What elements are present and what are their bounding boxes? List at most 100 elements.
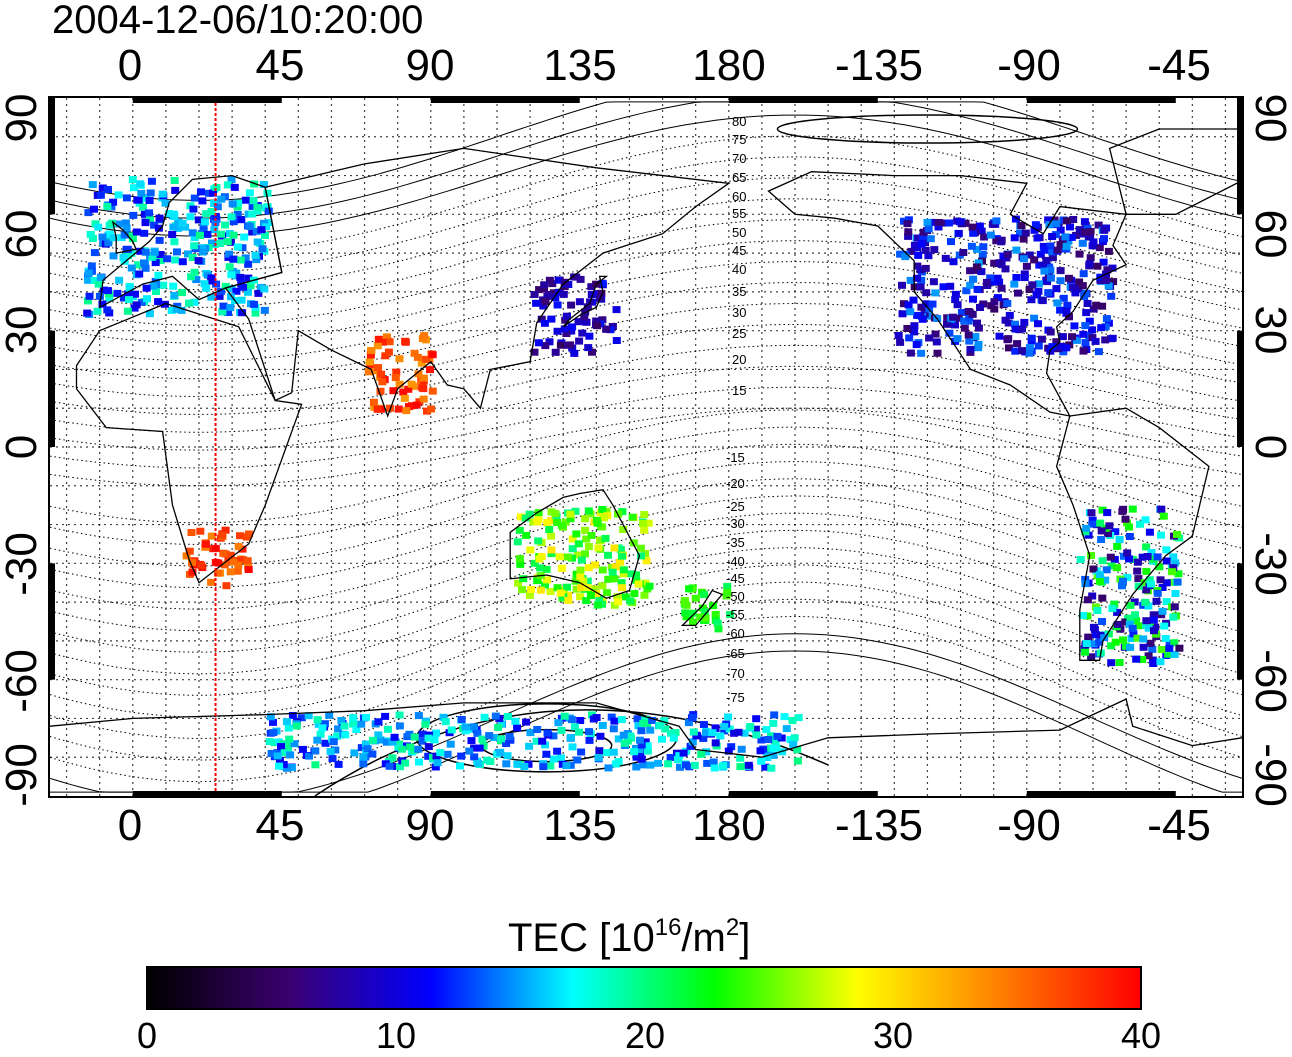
mlat-contour (50, 409, 1242, 524)
tec-cell (923, 218, 932, 226)
tec-cell (212, 184, 221, 191)
tec-cell (248, 228, 257, 236)
tec-cell (219, 302, 228, 310)
tec-cell (304, 712, 313, 720)
tec-cell (910, 322, 919, 330)
tec-cell (1142, 586, 1151, 594)
tec-cell (1102, 566, 1111, 574)
tec-cell (1115, 659, 1124, 666)
tec-cell (1098, 302, 1107, 310)
tec-cell (1134, 582, 1143, 590)
tec-cell (241, 254, 250, 262)
tec-cell (766, 732, 775, 740)
africa-coast (75, 302, 303, 584)
tec-cell (105, 230, 114, 238)
tec-cell (526, 546, 535, 554)
tec-cell (1149, 611, 1158, 619)
tec-cell (1168, 568, 1177, 576)
tec-cell (391, 374, 400, 382)
tec-cell (1097, 324, 1106, 332)
tec-cell (421, 720, 430, 728)
tec-cell (194, 257, 203, 265)
tec-cell (365, 358, 374, 366)
tec-cell (261, 232, 269, 239)
tec-cell (1091, 631, 1100, 639)
tec-cell (548, 280, 557, 288)
tec-cell (990, 298, 999, 306)
tec-cell (188, 568, 197, 576)
tec-cell (415, 758, 423, 766)
tec-cell (405, 730, 414, 738)
tec-cell (973, 319, 981, 327)
tec-cell (990, 259, 999, 267)
tec-cell (228, 200, 237, 208)
tec-cell (422, 355, 430, 363)
colorbar (146, 966, 1142, 1010)
tec-cell (611, 563, 620, 571)
tec-cell (591, 585, 599, 593)
tec-cell (1162, 598, 1171, 606)
contour-label: 20 (732, 352, 746, 367)
tec-cell (352, 726, 361, 733)
tec-cell (698, 604, 707, 612)
tec-cell (1108, 605, 1117, 613)
tec-cell (945, 329, 954, 337)
tec-cell (207, 293, 216, 301)
tec-cell (1056, 306, 1065, 314)
tec-cell (904, 228, 913, 236)
tec-cell (367, 347, 376, 354)
tec-cell (554, 288, 563, 296)
tec-cell (182, 552, 191, 560)
tec-cell (202, 210, 211, 218)
tec-cell (946, 282, 955, 290)
tec-cell (1087, 552, 1095, 559)
tec-cell (357, 720, 366, 728)
tec-cell (1111, 638, 1120, 646)
tec-cell (598, 566, 607, 574)
tec-cell (395, 711, 404, 719)
tec-cell (461, 723, 470, 731)
tec-cell (604, 575, 613, 583)
tec-cell (414, 745, 423, 753)
tec-cell (1139, 643, 1148, 651)
tec-cell (604, 764, 613, 772)
tec-cell (496, 748, 505, 756)
tec-cell (629, 539, 638, 547)
tec-cell (904, 301, 913, 309)
tec-cell (1088, 334, 1097, 342)
tec-cell (1079, 330, 1088, 338)
tec-cell (547, 315, 556, 323)
tec-cell (560, 325, 569, 333)
tec-cell (1082, 640, 1091, 647)
tec-cell (734, 728, 743, 736)
tec-cell (1075, 226, 1084, 234)
tec-cell (699, 721, 708, 728)
tec-cell (711, 724, 720, 732)
tec-cell (598, 316, 607, 324)
tec-cell (535, 555, 544, 563)
tec-cell (1161, 635, 1170, 642)
tec-cell (1175, 534, 1184, 542)
tec-cell (594, 544, 603, 552)
tec-cell (1087, 653, 1096, 661)
tec-cell (1059, 348, 1068, 356)
tec-cell (325, 711, 334, 719)
mlat-contour (50, 177, 1242, 291)
south-america-coast (1055, 407, 1210, 661)
tec-cell (1095, 571, 1104, 579)
tec-cell (931, 289, 940, 297)
tec-cell (217, 230, 226, 238)
colorbar-title-close: ] (739, 916, 751, 960)
colorbar-tick: 20 (624, 1015, 666, 1056)
tec-cell (959, 249, 968, 256)
tec-cell (931, 330, 940, 338)
tec-cell (491, 712, 500, 720)
tec-cell (974, 340, 983, 348)
tec-cell (146, 216, 154, 224)
tec-cell (1095, 638, 1104, 646)
tec-cell (392, 368, 401, 376)
tec-cell (610, 575, 619, 583)
tec-cell (610, 544, 619, 552)
tec-cell (554, 719, 563, 727)
tec-cell (128, 176, 137, 184)
